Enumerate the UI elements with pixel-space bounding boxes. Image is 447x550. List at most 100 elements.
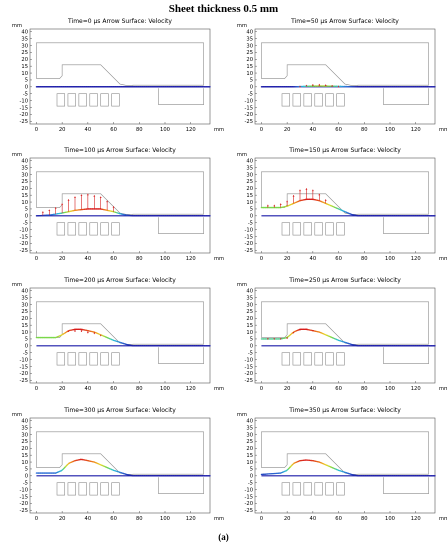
y-tick-label: -5 [23, 92, 28, 98]
x-tick-label: 60 [335, 256, 342, 262]
coil-turn [336, 222, 345, 236]
plot-frame [29, 28, 211, 125]
coil-turn [292, 482, 301, 496]
y-tick-label: 40 [21, 159, 28, 165]
lower-die-outline [158, 88, 204, 106]
y-tick-label: 25 [21, 439, 28, 445]
y-tick-label: -15 [245, 494, 253, 500]
y-tick-label: 40 [246, 419, 253, 425]
lower-die-outline [158, 217, 204, 235]
y-tick-label: -10 [20, 227, 28, 233]
velocity-arrow-head [61, 203, 64, 205]
y-tick-label: 5 [250, 337, 253, 343]
velocity-arrow-head [266, 204, 269, 207]
y-tick-label: 40 [246, 289, 253, 295]
y-tick-label: -10 [245, 98, 253, 104]
panel-1: Time=50 µs Arrow Surface: Velocity403530… [237, 18, 447, 133]
y-tick-label: 15 [21, 193, 28, 199]
y-axis-unit: mm [237, 152, 247, 158]
coil-turn [78, 352, 87, 366]
y-tick-label: -25 [20, 248, 28, 254]
y-tick-label: 40 [246, 30, 253, 36]
x-tick-label: 0 [35, 516, 38, 522]
velocity-arrow-head [93, 195, 96, 197]
y-tick-label: 30 [21, 302, 28, 308]
coil-turn [314, 352, 323, 366]
coil-turn [111, 482, 120, 496]
velocity-arrow-head [299, 329, 301, 331]
panel-title: Time=50 µs Arrow Surface: Velocity [290, 18, 399, 25]
y-tick-label: 10 [21, 200, 28, 206]
panel-title: Time=300 µs Arrow Surface: Velocity [63, 407, 176, 414]
x-tick-label: 80 [361, 386, 368, 392]
x-tick-label: 0 [260, 256, 263, 262]
x-tick-label: 80 [361, 256, 368, 262]
y-tick-label: -10 [20, 357, 28, 363]
y-tick-label: -15 [245, 364, 253, 370]
coil-turn [281, 482, 291, 496]
coil-turn [303, 93, 312, 107]
velocity-arrow-head [324, 84, 327, 86]
coil-turn [100, 93, 109, 107]
y-tick-label: -20 [20, 112, 28, 118]
coil-turn [67, 352, 76, 366]
x-tick-label: 40 [310, 127, 317, 133]
y-tick-label: 10 [246, 71, 253, 77]
velocity-arrow-head [99, 334, 102, 337]
y-tick-label: 30 [21, 172, 28, 178]
panel-0: Time=0 µs Arrow Surface: Velocity4035302… [12, 18, 224, 133]
velocity-arrow-head [80, 330, 83, 333]
y-tick-label: 35 [246, 295, 253, 301]
y-tick-label: 35 [246, 425, 253, 431]
y-tick-label: 0 [250, 214, 253, 220]
y-tick-label: 0 [25, 474, 28, 480]
y-tick-label: -25 [245, 508, 253, 514]
x-tick-label: 120 [186, 386, 196, 392]
upper-die-outline [36, 42, 204, 86]
y-tick-label: 20 [21, 57, 28, 63]
coil-turn [336, 352, 345, 366]
velocity-arrow-head [331, 85, 334, 87]
x-tick-label: 80 [136, 256, 143, 262]
coil-turn [303, 222, 312, 236]
y-tick-label: 5 [25, 337, 28, 343]
velocity-arrow-head [74, 330, 76, 333]
velocity-arrow-head [299, 189, 301, 192]
y-tick-label: 5 [25, 207, 28, 213]
x-tick-label: 80 [136, 127, 143, 133]
y-tick-label: 0 [250, 85, 253, 91]
x-tick-label: 20 [284, 127, 291, 133]
y-tick-label: -10 [245, 487, 253, 493]
plot-frame [254, 287, 436, 384]
panel-title: Time=150 µs Arrow Surface: Velocity [288, 147, 401, 154]
coil-turn [78, 93, 87, 107]
y-tick-label: -20 [20, 241, 28, 247]
coil-turn [89, 93, 98, 107]
velocity-arrow-head [318, 83, 321, 86]
x-tick-label: 60 [110, 516, 117, 522]
y-tick-label: 40 [21, 419, 28, 425]
velocity-arrow-head [324, 199, 327, 201]
lower-die-outline [383, 477, 429, 495]
y-axis-unit: mm [237, 23, 247, 29]
velocity-arrow-head [273, 204, 276, 207]
x-tick-label: 40 [310, 386, 317, 392]
velocity-arrow-head [279, 338, 282, 340]
y-tick-label: 25 [246, 179, 253, 185]
x-tick-label: 120 [411, 516, 421, 522]
y-tick-label: -5 [23, 351, 28, 357]
y-tick-label: -20 [245, 112, 253, 118]
x-axis-unit: mm [439, 127, 447, 133]
x-axis-unit: mm [439, 516, 447, 522]
y-tick-label: 10 [21, 460, 28, 466]
y-tick-label: 20 [246, 316, 253, 322]
coil-turn [78, 222, 87, 236]
x-tick-label: 120 [411, 256, 421, 262]
y-tick-label: 35 [246, 165, 253, 171]
x-tick-label: 0 [260, 386, 263, 392]
coil-turn [281, 222, 291, 236]
x-tick-label: 20 [59, 256, 66, 262]
y-tick-label: 35 [246, 36, 253, 42]
x-tick-label: 80 [361, 516, 368, 522]
